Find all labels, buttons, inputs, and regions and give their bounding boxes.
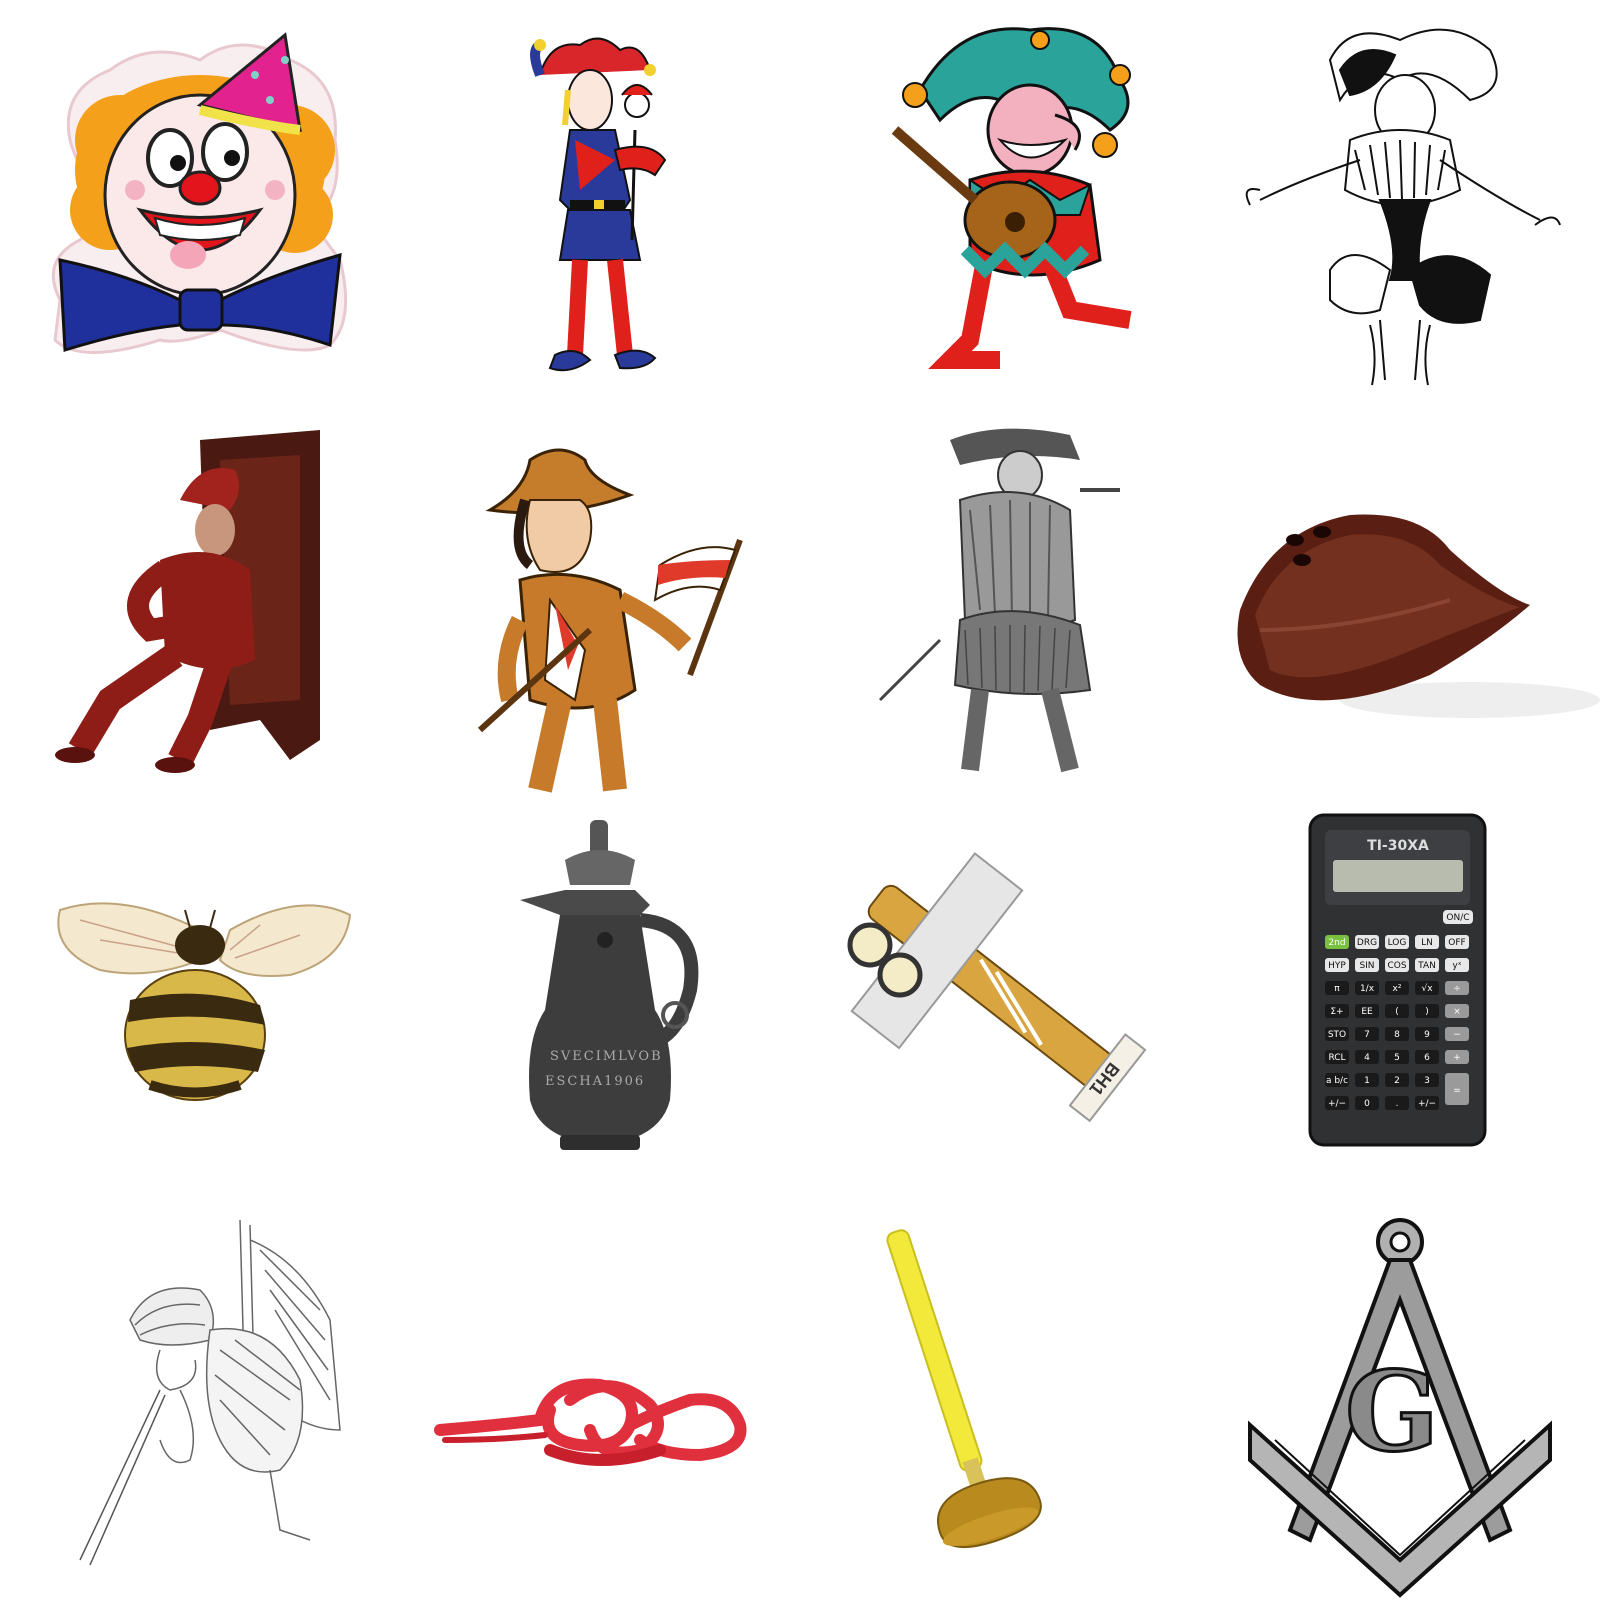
key-8[interactable]: 8 — [1394, 1030, 1400, 1040]
calculator-brand: TI-30XA — [1367, 838, 1429, 854]
key-frac[interactable]: a b/c — [1326, 1076, 1348, 1086]
tile-rope-knot — [400, 1200, 800, 1600]
key-div[interactable]: ÷ — [1453, 984, 1461, 994]
boy-with-flag-icon — [477, 448, 743, 793]
tile-airplane: BH1 — [800, 800, 1200, 1200]
key-sin[interactable]: SIN — [1359, 961, 1374, 971]
tile-jester-marotte — [400, 0, 800, 400]
key-ee[interactable]: EE — [1361, 1007, 1373, 1017]
masonic-letter: G — [1345, 1347, 1439, 1476]
scientific-calculator-icon: TI-30XA ON/C 2nd DRG LOG LN OFF HYP — [1308, 813, 1487, 1147]
key-cos[interactable]: COS — [1387, 961, 1406, 971]
key-on-c[interactable]: ON/C — [1446, 913, 1469, 923]
tile-highland-soldier — [800, 400, 1200, 800]
key-lp[interactable]: ( — [1395, 1007, 1399, 1017]
tile-clown-face — [0, 0, 400, 400]
plunger-icon — [886, 1229, 1042, 1548]
tile-person-sketch — [0, 1200, 400, 1600]
key-sto[interactable]: STO — [1328, 1030, 1346, 1040]
key-sub[interactable]: − — [1453, 1030, 1461, 1040]
key-rp[interactable]: ) — [1425, 1007, 1429, 1017]
key-4[interactable]: 4 — [1364, 1053, 1370, 1063]
highland-soldier-engraving-icon — [878, 428, 1120, 773]
key-log[interactable]: LOG — [1388, 938, 1407, 948]
key-rcl[interactable]: RCL — [1328, 1053, 1345, 1063]
key-sq[interactable]: x² — [1393, 984, 1402, 994]
calculator-keypad: 2nd DRG LOG LN OFF HYP SIN COS TAN yˣ — [1325, 935, 1469, 1110]
tile-plunger — [800, 1200, 1200, 1600]
jester-playing-lute-icon — [891, 27, 1132, 369]
key-tan[interactable]: TAN — [1417, 961, 1436, 971]
tile-pen-holder — [1200, 400, 1600, 800]
wooden-pen-holder-icon — [1237, 514, 1600, 718]
tile-jester-lute — [800, 0, 1200, 400]
key-second[interactable]: 2nd — [1328, 938, 1345, 948]
tile-boy-flag — [400, 400, 800, 800]
key-1[interactable]: 1 — [1364, 1076, 1370, 1086]
key-9[interactable]: 9 — [1424, 1030, 1430, 1040]
key-ln[interactable]: LN — [1421, 938, 1433, 948]
key-5[interactable]: 5 — [1394, 1053, 1400, 1063]
key-yx[interactable]: yˣ — [1452, 961, 1461, 971]
toy-airplane-icon: BH1 — [847, 852, 1147, 1123]
square-and-compasses-icon: G — [1248, 1218, 1552, 1598]
harlequin-ink-drawing-icon — [1245, 28, 1561, 386]
tile-harlequin — [1200, 0, 1600, 400]
key-drg[interactable]: DRG — [1357, 938, 1377, 948]
key-2[interactable]: 2 — [1394, 1076, 1400, 1086]
key-3[interactable]: 3 — [1424, 1076, 1430, 1086]
pitcher-inscription-2: ESCHA1906 — [545, 1074, 645, 1089]
tile-pitcher: SVECIMLVOB ESCHA1906 — [400, 800, 800, 1200]
clown-face-icon — [51, 32, 348, 354]
tile-jester-seated — [0, 400, 400, 800]
key-inv[interactable]: 1/x — [1360, 984, 1375, 994]
tile-calculator: TI-30XA ON/C 2nd DRG LOG LN OFF HYP — [1200, 800, 1600, 1200]
jester-with-marotte-icon — [530, 37, 667, 372]
key-pi[interactable]: π — [1334, 984, 1340, 994]
tile-bumblebee — [0, 800, 400, 1200]
key-off[interactable]: OFF — [1448, 938, 1465, 948]
key-7[interactable]: 7 — [1364, 1030, 1370, 1040]
key-mul[interactable]: × — [1453, 1007, 1461, 1017]
bumblebee-icon — [57, 902, 352, 1101]
person-sketch-icon — [79, 1219, 341, 1566]
key-hyp[interactable]: HYP — [1328, 961, 1346, 971]
key-sqrt[interactable]: √x — [1421, 983, 1433, 994]
key-0[interactable]: 0 — [1364, 1099, 1370, 1109]
pewter-pitcher-icon: SVECIMLVOB ESCHA1906 — [520, 820, 699, 1150]
rope-knot-icon — [434, 1378, 747, 1466]
key-dot[interactable]: . — [1396, 1099, 1399, 1109]
key-ent[interactable]: +/− — [1418, 1099, 1436, 1109]
tile-square-compasses: G — [1200, 1200, 1600, 1600]
key-eq[interactable]: = — [1453, 1086, 1461, 1096]
key-sigma[interactable]: Σ+ — [1330, 1007, 1343, 1017]
key-neg[interactable]: +/− — [1328, 1099, 1346, 1109]
jester-seated-throne-icon — [55, 430, 320, 773]
key-6[interactable]: 6 — [1424, 1053, 1430, 1063]
pitcher-inscription-1: SVECIMLVOB — [550, 1049, 663, 1064]
key-add[interactable]: + — [1453, 1053, 1461, 1063]
